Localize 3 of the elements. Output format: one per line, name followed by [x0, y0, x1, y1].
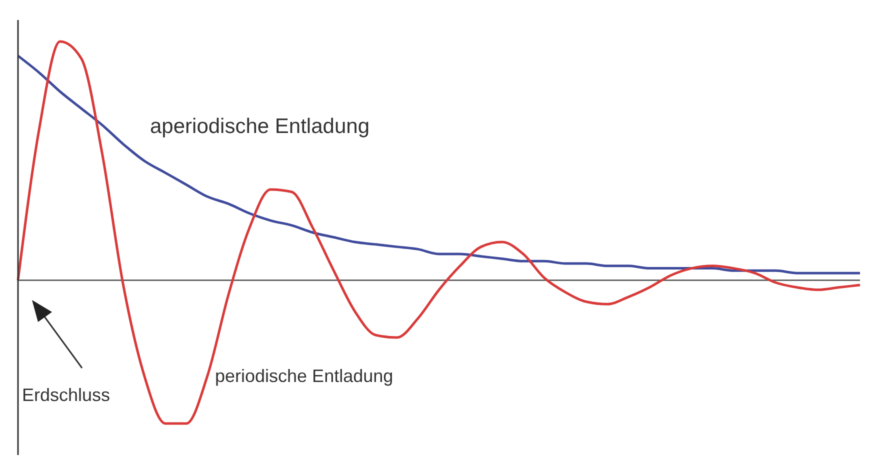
series-label: aperiodische Entladung [150, 115, 370, 138]
series-label: periodische Entladung [215, 366, 394, 386]
annotation: Erdschluss [22, 385, 110, 405]
